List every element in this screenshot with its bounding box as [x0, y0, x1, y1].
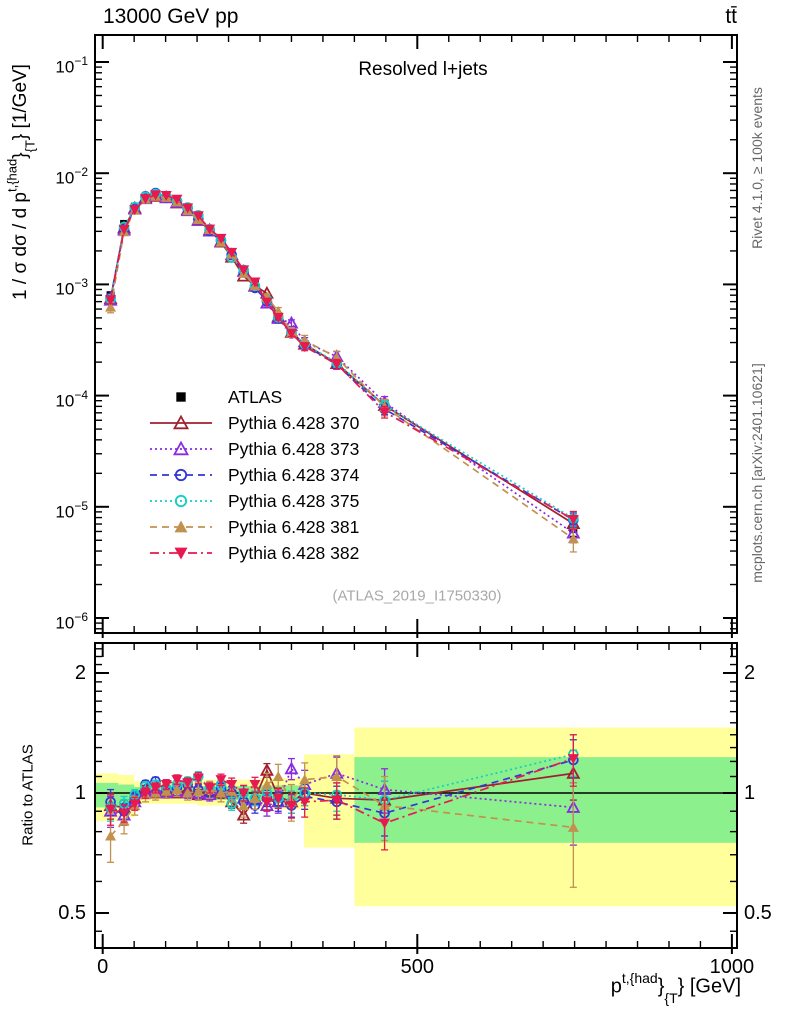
channel-annotation: Resolved l+jets: [358, 59, 488, 80]
legend-label: Pythia 6.428 382: [228, 542, 360, 563]
x-tick-label: 0: [97, 956, 109, 978]
legend-label: Pythia 6.428 374: [228, 464, 360, 485]
main-y-tick-label: 10−4: [55, 387, 88, 411]
main-y-tick-label: 10−3: [55, 276, 88, 300]
xlabel-end: } [GeV]: [677, 975, 741, 998]
legend-marker-icon: [150, 547, 212, 560]
legend-label: Pythia 6.428 381: [228, 516, 360, 537]
legend-marker-icon: [150, 494, 212, 508]
legend-item-1: Pythia 6.428 370: [148, 410, 359, 436]
mcplots-arxiv-note: mcplots.cern.ch [arXiv:2401.10621]: [749, 363, 765, 583]
xlabel-sub: {T: [664, 989, 678, 1006]
generator-version-note: Rivet 4.1.0, ≥ 100k events: [749, 87, 765, 249]
ylabel-end: } [1/GeV]: [9, 64, 31, 141]
legend-item-4: Pythia 6.428 375: [148, 488, 359, 514]
main-y-tick-label: 10−1: [55, 54, 88, 77]
xlabel-base: p: [610, 975, 622, 998]
legend-marker-icon: [150, 520, 212, 533]
ratio-y-tick-label-left: 1: [74, 782, 86, 804]
mc-series-ratio-6: [105, 734, 579, 851]
legend: ATLAS Pythia 6.428 370 Pythia 6.428 373 Pyt…: [148, 384, 359, 566]
legend-item-0: ATLAS: [148, 384, 359, 410]
legend-item-6: Pythia 6.428 382: [148, 540, 359, 566]
main-y-tick-label: 10−5: [55, 498, 88, 522]
legend-label: Pythia 6.428 375: [228, 490, 360, 511]
legend-label: ATLAS: [228, 386, 283, 407]
legend-marker-icon: [150, 468, 212, 482]
main-y-tick-label: 10−2: [55, 165, 88, 188]
axes-and-ticks: [94, 34, 738, 954]
ratio-uncertainty-bands: [95, 727, 737, 907]
green-band-segment: [354, 757, 737, 843]
legend-label: Pythia 6.428 373: [228, 438, 360, 459]
ratio-y-tick-label-left: 2: [74, 662, 86, 684]
legend-item-2: Pythia 6.428 373: [148, 436, 359, 462]
ylabel-mid: }: [9, 152, 31, 159]
main-y-tick-label: 10−6: [55, 610, 88, 633]
xlabel-sup: t,{had: [621, 970, 658, 986]
legend-marker-icon: [150, 440, 212, 456]
x-tick-label: 1000: [709, 956, 755, 978]
legend-marker-icon: [176, 392, 186, 402]
ratio-y-tick-label-right: 1: [744, 782, 756, 804]
x-tick-label: 500: [400, 956, 434, 978]
analysis-id-watermark: (ATLAS_2019_I1750330): [332, 587, 502, 605]
process-title: tt̄: [725, 5, 737, 28]
beam-energy-title: 13000 GeV pp: [103, 5, 239, 28]
mc-series-main-6: [105, 190, 579, 530]
xlabel-mid: }: [657, 975, 665, 998]
legend-marker-icon: [150, 414, 212, 430]
ylabel-sub: {T: [22, 140, 38, 153]
legend-item-5: Pythia 6.428 381: [148, 514, 359, 540]
legend-label: Pythia 6.428 370: [228, 412, 360, 433]
ratio-y-tick-label-right: 2: [744, 662, 756, 684]
x-axis-label: pt,{had}{T} [GeV]: [610, 970, 741, 1006]
ratio-y-tick-label-right: 0.5: [744, 902, 772, 924]
legend-item-3: Pythia 6.428 374: [148, 462, 359, 488]
ratio-y-tick-label-left: 0.5: [58, 902, 86, 924]
